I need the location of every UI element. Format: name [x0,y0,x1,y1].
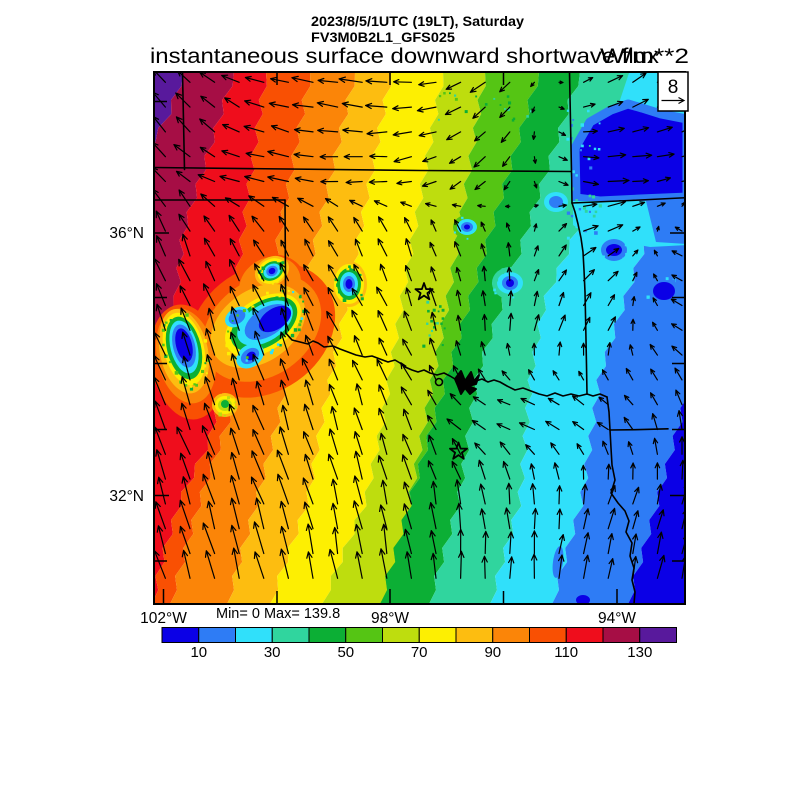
svg-text:8: 8 [668,77,679,98]
svg-text:102°W: 102°W [140,610,187,627]
svg-text:36°N: 36°N [109,225,144,242]
svg-text:130: 130 [627,644,652,661]
svg-text:98°W: 98°W [371,610,409,627]
svg-text:2023/8/5/1UTC (19LT), Saturday: 2023/8/5/1UTC (19LT), Saturday [311,13,524,29]
svg-text:90: 90 [484,644,501,661]
svg-text:30: 30 [264,644,281,661]
svg-text:FV3M0B2L1_GFS025: FV3M0B2L1_GFS025 [311,29,455,45]
svg-text:instantaneous surface downward: instantaneous surface downward shortwave… [150,44,659,68]
svg-text:94°W: 94°W [598,610,636,627]
svg-text:10: 10 [190,644,207,661]
svg-text:110: 110 [554,644,578,661]
svg-text:Min= 0 Max= 139.8: Min= 0 Max= 139.8 [216,606,340,622]
svg-text:W/m**2: W/m**2 [600,44,689,68]
svg-text:50: 50 [337,644,354,661]
svg-text:70: 70 [411,644,428,661]
svg-text:32°N: 32°N [109,488,144,505]
